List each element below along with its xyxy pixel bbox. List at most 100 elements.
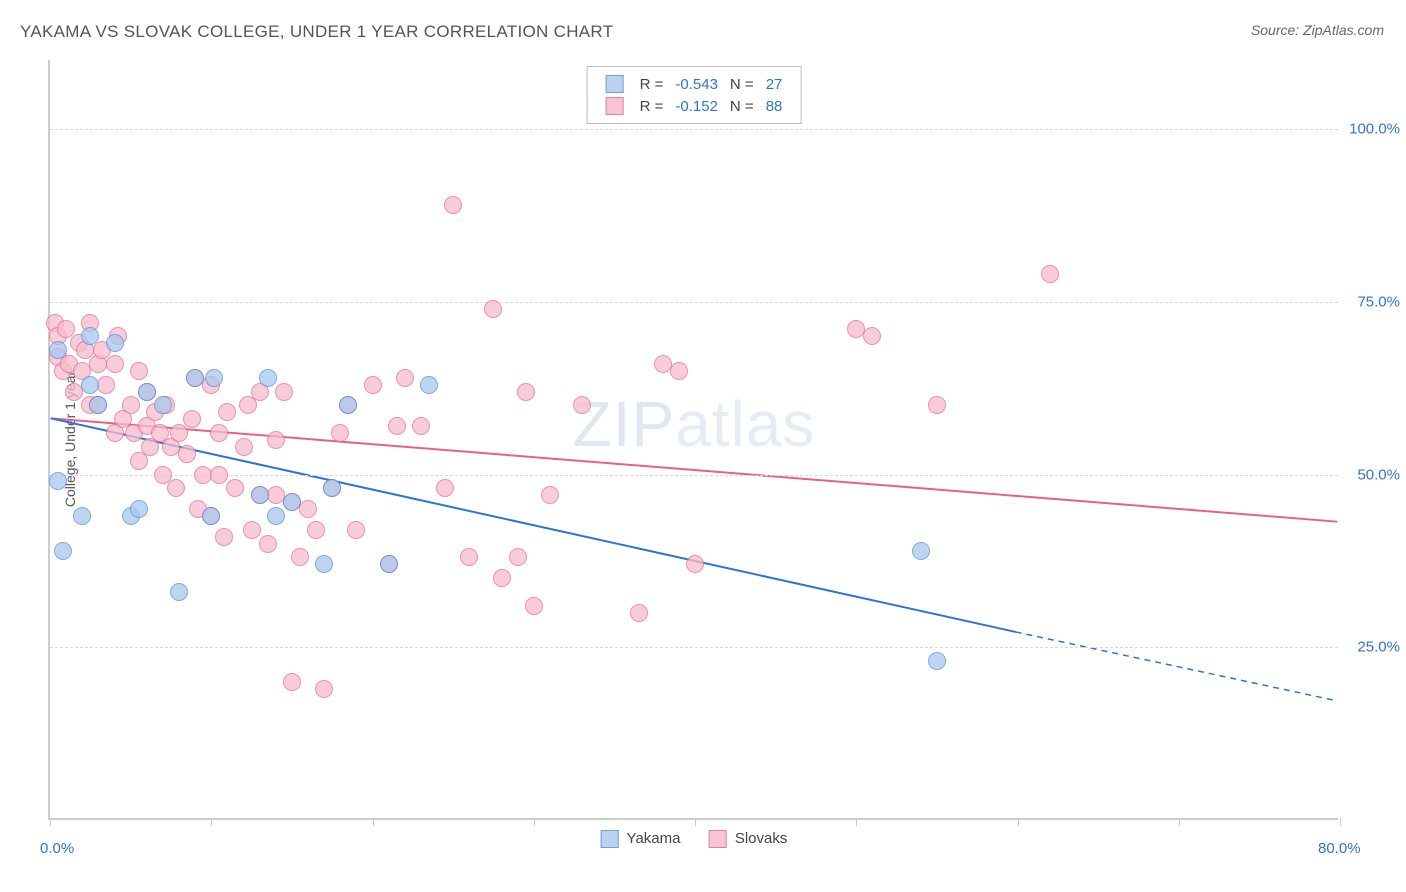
point-yakama [380,555,398,573]
point-slovaks [541,486,559,504]
point-yakama [202,507,220,525]
y-tick-label: 100.0% [1349,121,1400,138]
y-tick-label: 25.0% [1357,639,1400,656]
slovaks-n-value: 88 [760,95,789,117]
x-tick [1179,818,1180,826]
point-slovaks [226,479,244,497]
x-tick-min: 0.0% [40,840,74,857]
watermark: ZIPatlas [573,387,816,461]
point-slovaks [347,521,365,539]
point-yakama [251,486,269,504]
y-tick-label: 50.0% [1357,466,1400,483]
legend-label-yakama: Yakama [627,830,681,847]
point-yakama [81,327,99,345]
point-yakama [912,542,930,560]
r-label: R = [634,95,670,117]
point-slovaks [412,417,430,435]
point-slovaks [1041,265,1059,283]
point-slovaks [307,521,325,539]
gridline-h [50,475,1338,476]
point-slovaks [396,369,414,387]
x-tick [1018,818,1019,826]
point-slovaks [436,479,454,497]
point-slovaks [460,548,478,566]
point-slovaks [291,548,309,566]
point-yakama [283,493,301,511]
point-yakama [49,472,67,490]
bottom-legend: Yakama Slovaks [589,830,800,848]
point-yakama [928,652,946,670]
stats-legend-box: R = -0.543 N = 27 R = -0.152 N = 88 [587,66,802,124]
point-slovaks [630,604,648,622]
point-slovaks [275,383,293,401]
point-yakama [170,583,188,601]
point-yakama [49,341,67,359]
point-slovaks [215,528,233,546]
x-tick [1340,818,1341,826]
point-slovaks [97,376,115,394]
watermark-sub: atlas [675,388,815,460]
x-tick [534,818,535,826]
x-tick [373,818,374,826]
legend-label-slovaks: Slovaks [735,830,788,847]
point-yakama [259,369,277,387]
slovaks-swatch-icon [606,97,624,115]
point-yakama [130,500,148,518]
source-attribution: Source: ZipAtlas.com [1251,22,1384,38]
stats-row-slovaks: R = -0.152 N = 88 [600,95,789,117]
point-yakama [339,396,357,414]
point-slovaks [299,500,317,518]
n-label: N = [724,73,760,95]
slovaks-swatch-icon [709,830,727,848]
legend-item-slovaks: Slovaks [709,830,788,847]
point-slovaks [444,196,462,214]
chart-title: YAKAMA VS SLOVAK COLLEGE, UNDER 1 YEAR C… [20,22,613,42]
point-slovaks [670,362,688,380]
yakama-r-value: -0.543 [669,73,724,95]
point-yakama [106,334,124,352]
point-yakama [138,383,156,401]
gridline-h [50,129,1338,130]
point-slovaks [315,680,333,698]
point-yakama [267,507,285,525]
point-slovaks [331,424,349,442]
point-yakama [205,369,223,387]
plot-area: College, Under 1 year ZIPatlas R = -0.54… [48,60,1338,820]
yakama-swatch-icon [606,75,624,93]
point-slovaks [517,383,535,401]
x-tick [856,818,857,826]
point-slovaks [686,555,704,573]
x-tick [695,818,696,826]
stats-row-yakama: R = -0.543 N = 27 [600,73,789,95]
point-slovaks [493,569,511,587]
correlation-chart: YAKAMA VS SLOVAK COLLEGE, UNDER 1 YEAR C… [0,0,1406,892]
point-slovaks [106,355,124,373]
point-slovaks [130,362,148,380]
point-slovaks [259,535,277,553]
point-slovaks [863,327,881,345]
point-slovaks [267,431,285,449]
x-tick-max: 80.0% [1318,840,1361,857]
point-yakama [420,376,438,394]
point-slovaks [525,597,543,615]
r-label: R = [634,73,670,95]
point-slovaks [170,424,188,442]
gridline-h [50,647,1338,648]
point-yakama [315,555,333,573]
point-yakama [81,376,99,394]
point-slovaks [210,424,228,442]
point-slovaks [210,466,228,484]
point-slovaks [183,410,201,428]
yakama-swatch-icon [601,830,619,848]
point-slovaks [122,396,140,414]
point-slovaks [364,376,382,394]
point-slovaks [573,396,591,414]
point-slovaks [235,438,253,456]
gridline-h [50,302,1338,303]
point-slovaks [283,673,301,691]
point-yakama [154,396,172,414]
y-tick-label: 75.0% [1357,293,1400,310]
legend-item-yakama: Yakama [601,830,685,847]
point-slovaks [484,300,502,318]
point-slovaks [388,417,406,435]
